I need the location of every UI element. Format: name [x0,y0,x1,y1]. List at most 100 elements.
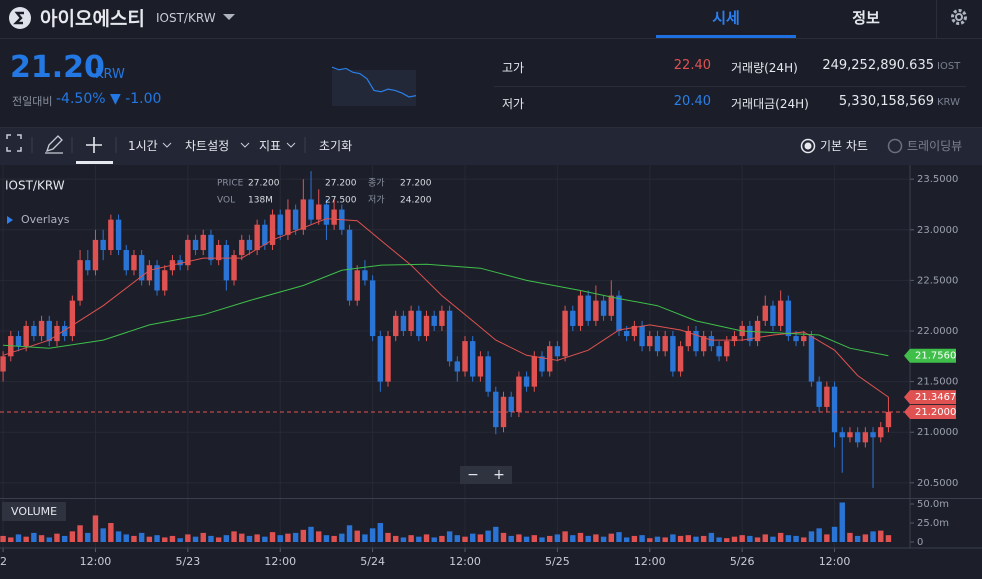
candle-body [269,214,276,245]
candle-body [177,260,183,266]
candle-body [862,432,869,443]
candle-body [554,346,561,357]
radio-dot [804,142,812,150]
volume-bar [439,535,445,542]
candle-body [239,239,245,256]
volume-bar [608,533,614,542]
interval-button[interactable]: 1시간 [128,139,158,153]
volume-bar [724,538,730,542]
volume-bar [493,526,499,542]
volume-bar [92,515,99,542]
radio-selected[interactable] [800,138,816,154]
volume-bar [85,532,91,542]
candle-body [131,255,137,271]
candle-body [623,331,630,337]
volume-bar [446,531,453,542]
candle-body [616,295,622,331]
candle-body [385,336,391,382]
candle-body [400,315,407,331]
x-tick-label: 5/25 [545,555,570,568]
volume-bar [146,536,153,542]
indicators-button[interactable]: 지표 [259,139,282,153]
zoom-button[interactable]: − [467,467,479,483]
coin-name: 아이오에스티 [40,8,145,30]
reset-button[interactable]: 초기화 [319,139,353,153]
candle-body [362,270,368,281]
volume-bar [185,534,191,542]
chart-settings-button[interactable]: 차트설정 [185,139,230,153]
candle-body [470,341,476,377]
candle-body [585,295,591,321]
x-tick-label: 12:00 [80,555,112,568]
moving-average [2,218,889,398]
stats-divider [494,86,966,87]
tab[interactable]: 정보 [852,9,880,27]
candle-body [108,219,114,251]
draw-icon[interactable] [45,135,63,154]
crosshair-icon[interactable] [86,137,102,153]
current-price: 21.20 [10,50,105,85]
volume-bar [554,534,561,542]
volume-bar [0,535,6,542]
info-text: PRICE [217,179,244,189]
volume-bar [308,526,314,542]
tab-active[interactable]: 시세 [712,9,740,27]
candle-body [878,427,884,438]
candle-body [431,315,437,326]
x-tick-label: 12:00 [264,555,296,568]
dropdown-arrow[interactable] [222,12,236,22]
chevron [286,142,296,148]
x-tick-label: 5/23 [175,555,200,568]
x-tick-label: 5/26 [730,555,755,568]
x-tick-label: 5/24 [360,555,385,568]
tradingview-option[interactable]: 트레이딩뷰 [907,139,963,153]
coin-pair: IOST/KRW [156,11,216,25]
price-label: 21.2000 [915,407,956,418]
zoom-button[interactable]: + [493,467,505,483]
volume-bar [862,534,869,542]
candle-body [316,204,322,220]
y-tick-label: 21.5000 [917,377,958,388]
info-text: 27.500 [325,196,357,206]
x-tick-label: 12:00 [449,555,481,568]
candle-body [369,280,376,337]
candle-body [754,320,761,342]
radio[interactable] [887,138,903,154]
candle-body [885,411,892,428]
volume-bar [516,534,522,542]
volume-bar [539,537,545,542]
volume-bar [385,532,391,542]
stat-value: 5,330,158,569 [838,94,934,109]
candle-body [285,209,291,235]
candle-body [816,381,822,407]
volume-bar [277,535,283,542]
candle-body [154,265,160,291]
volume-bar [269,532,276,542]
info-text: 27.200 [400,179,432,189]
stat-label: 거래량(24H) [731,61,798,75]
overlay-arrow[interactable] [7,216,13,224]
y-tick-label: 22.5000 [917,275,958,286]
candle-body [346,229,353,301]
settings-gear[interactable] [948,6,970,28]
y-tick-label: 23.5000 [917,174,958,185]
basic-chart-option[interactable]: 기본 차트 [820,139,868,153]
volume-bar [369,528,376,542]
candle-body [770,305,776,326]
volume-bar [801,537,807,542]
volume-bar [570,535,576,542]
candle-body [246,239,253,251]
candle-body [292,209,299,230]
candle-body [593,300,599,321]
stat-value: 249,252,890.635 [822,58,934,73]
volume-bar [416,536,422,542]
candle-body [0,356,6,372]
volume-bar [600,536,607,542]
candle-body [516,376,522,412]
volume-bar [470,533,476,542]
volume-bar [793,535,799,542]
volume-bar [69,531,76,542]
volume-bar [339,533,345,542]
candle-body [308,199,314,220]
fullscreen-icon[interactable] [6,134,22,152]
